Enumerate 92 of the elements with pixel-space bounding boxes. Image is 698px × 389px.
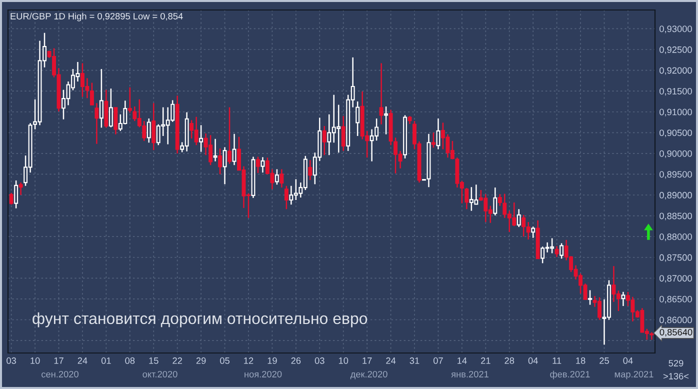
y-tick-label: 0,90500 bbox=[660, 130, 692, 138]
candlestick bbox=[9, 192, 14, 206]
text: >136< bbox=[663, 372, 689, 380]
candlestick bbox=[498, 194, 502, 206]
x-tick-label: 15 bbox=[149, 358, 158, 364]
text: 529 bbox=[668, 360, 684, 366]
x-tick-label: 03 bbox=[6, 357, 16, 364]
y-tick-label: 0,89000 bbox=[660, 192, 692, 200]
candlestick bbox=[152, 102, 156, 151]
candlestick bbox=[531, 226, 536, 238]
y-tick-label: 0,87500 bbox=[660, 254, 692, 262]
text: 0,85640 bbox=[660, 328, 692, 337]
candlestick bbox=[14, 180, 18, 209]
x-tick-label: 14 bbox=[458, 358, 467, 364]
text: ноя.2020 bbox=[244, 370, 282, 378]
x-tick-label: 17 bbox=[54, 358, 64, 364]
x-tick-label: 25 bbox=[600, 357, 609, 364]
candlestick bbox=[516, 208, 521, 228]
x-tick-label: 29 bbox=[196, 357, 206, 364]
candlestick bbox=[621, 291, 626, 307]
candlestick bbox=[18, 182, 23, 196]
x-tick-label: 19 bbox=[268, 357, 277, 364]
x-tick-label: 11 bbox=[552, 358, 562, 364]
x-tick-label: 31 bbox=[410, 357, 420, 364]
candlestick bbox=[308, 159, 312, 181]
x-tick-label: 05 bbox=[220, 357, 230, 364]
x-tick-label: 12 bbox=[244, 357, 254, 364]
candlestick bbox=[260, 156, 265, 174]
x-tick-label: 01 bbox=[101, 357, 111, 364]
candlestick bbox=[432, 132, 436, 148]
x-tick-label: 28 bbox=[504, 357, 514, 364]
x-tick-label: 24 bbox=[386, 357, 396, 364]
candlestick bbox=[199, 124, 204, 152]
y-tick-label: 0,92000 bbox=[660, 67, 692, 75]
y-tick-label: 0,91500 bbox=[660, 88, 692, 96]
y-tick-label: 0,91000 bbox=[660, 108, 692, 116]
candlestick bbox=[228, 106, 232, 164]
x-tick-label: 08 bbox=[125, 357, 135, 364]
y-tick-label: 0,88500 bbox=[660, 212, 692, 220]
text: мар.2021 bbox=[614, 370, 654, 380]
text: фев.2021 bbox=[550, 370, 590, 380]
x-tick-label: 22 bbox=[172, 357, 182, 364]
x-tick-label: 10 bbox=[338, 357, 348, 364]
candlestick bbox=[379, 62, 384, 125]
candlestick bbox=[94, 102, 99, 144]
annotation: фунт становится дорогим относительно евро bbox=[32, 312, 368, 328]
candlestick bbox=[222, 146, 227, 185]
text: сен.2020 bbox=[42, 370, 78, 378]
x-tick-label: 17 bbox=[362, 358, 372, 364]
y-tick-label: 0,87000 bbox=[660, 275, 692, 283]
text: окт.2020 bbox=[142, 370, 178, 378]
y-tick-label: 0,88000 bbox=[660, 234, 692, 242]
candlestick bbox=[588, 290, 592, 306]
y-tick-label: 0,86000 bbox=[660, 316, 692, 324]
x-tick-label: 18 bbox=[576, 357, 586, 364]
y-tick-label: 0,92500 bbox=[660, 46, 692, 54]
candlestick bbox=[128, 86, 132, 114]
candlestick bbox=[108, 88, 113, 128]
candlestick bbox=[274, 168, 279, 186]
candlestick bbox=[284, 185, 288, 210]
candlestick bbox=[280, 168, 284, 188]
y-tick-label: 0,86500 bbox=[660, 296, 692, 304]
x-tick-label: 04 bbox=[528, 357, 538, 364]
candlestick bbox=[232, 133, 236, 166]
candlestick bbox=[464, 187, 469, 210]
candlestick bbox=[99, 68, 104, 128]
chart-title: EUR/GBP 1D High = 0,92895 Low = 0,854 bbox=[10, 12, 183, 22]
y-tick-label: 0,93000 bbox=[660, 26, 692, 34]
y-tick-label: 0,89500 bbox=[660, 171, 692, 179]
y-tick-label: 0,90000 bbox=[660, 150, 692, 158]
x-tick-label: 26 bbox=[291, 357, 301, 364]
x-tick-label: 24 bbox=[78, 357, 88, 364]
x-tick-label: 10 bbox=[30, 357, 40, 364]
text: дек.2020 bbox=[350, 370, 388, 380]
candlestick bbox=[218, 148, 222, 175]
x-tick-label: 03 bbox=[314, 357, 324, 364]
text: янв.2021 bbox=[451, 370, 488, 378]
x-tick-label: 21 bbox=[481, 357, 490, 364]
x-tick-label: 04 bbox=[623, 357, 633, 364]
candlestick bbox=[322, 125, 326, 156]
candlestick bbox=[256, 156, 260, 174]
candlestick bbox=[213, 138, 218, 162]
x-tick-label: 07 bbox=[433, 357, 443, 364]
candlestick bbox=[560, 242, 564, 260]
candlestick bbox=[436, 118, 440, 150]
candlestick bbox=[493, 186, 498, 216]
candlestick bbox=[356, 100, 360, 137]
candlestick bbox=[384, 106, 388, 135]
candlestick bbox=[554, 246, 559, 258]
candlestick bbox=[341, 115, 346, 152]
candlestick bbox=[146, 118, 151, 144]
candlestick bbox=[114, 107, 118, 135]
